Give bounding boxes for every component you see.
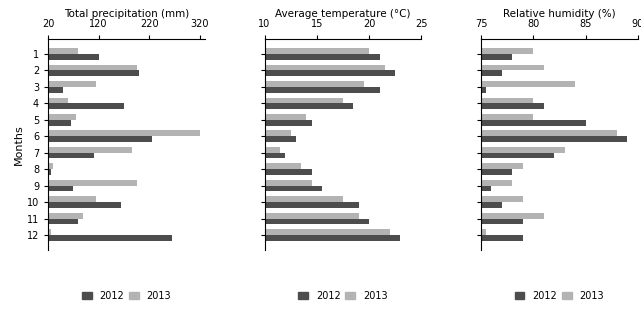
Bar (48, 196, 96, 202)
Bar (48, 120, 71, 126)
Bar (265, 147, 280, 153)
Bar (481, 202, 502, 208)
Bar (265, 169, 312, 175)
Bar (265, 70, 395, 76)
Legend: 2012, 2013: 2012, 2013 (78, 287, 175, 305)
Bar (265, 219, 369, 224)
Bar (48, 81, 96, 87)
Bar (481, 98, 533, 103)
Bar (48, 87, 63, 92)
Bar (481, 70, 502, 76)
Bar (265, 136, 296, 142)
Bar (48, 130, 200, 136)
Bar (265, 186, 322, 191)
Bar (48, 180, 137, 186)
Bar (481, 196, 523, 202)
Bar (481, 186, 492, 191)
X-axis label: Total precipitation (mm): Total precipitation (mm) (64, 9, 189, 19)
Bar (481, 169, 512, 175)
Bar (265, 229, 390, 235)
Bar (265, 81, 364, 87)
Bar (265, 120, 312, 126)
Bar (481, 180, 512, 186)
Bar (48, 65, 137, 70)
X-axis label: Relative humidity (%): Relative humidity (%) (503, 9, 616, 19)
Bar (48, 153, 94, 159)
Bar (48, 70, 139, 76)
Bar (481, 235, 523, 241)
Bar (48, 186, 73, 191)
Bar (481, 81, 575, 87)
Bar (481, 103, 544, 109)
Bar (48, 98, 69, 103)
Bar (265, 98, 343, 103)
Bar (265, 65, 385, 70)
Bar (265, 235, 401, 241)
Bar (481, 120, 585, 126)
Bar (481, 65, 544, 70)
Bar (265, 202, 358, 208)
Bar (48, 229, 51, 235)
Legend: 2012, 2013: 2012, 2013 (294, 287, 392, 305)
Bar (481, 219, 523, 224)
Bar (48, 219, 78, 224)
Bar (481, 114, 533, 120)
Bar (48, 169, 51, 175)
Bar (481, 54, 512, 60)
Bar (265, 114, 306, 120)
Y-axis label: Months: Months (14, 124, 24, 165)
Bar (481, 87, 486, 92)
Bar (265, 163, 301, 169)
Bar (481, 153, 554, 159)
Bar (48, 147, 131, 153)
Bar (265, 48, 369, 54)
Bar (48, 103, 124, 109)
Bar (481, 130, 617, 136)
Bar (48, 213, 83, 219)
Bar (265, 103, 353, 109)
Legend: 2012, 2013: 2012, 2013 (511, 287, 608, 305)
Bar (481, 163, 523, 169)
Bar (48, 163, 53, 169)
Bar (481, 136, 628, 142)
Bar (481, 213, 544, 219)
Bar (48, 235, 172, 241)
Bar (481, 48, 533, 54)
Bar (265, 180, 312, 186)
Bar (481, 229, 486, 235)
Bar (265, 87, 379, 92)
Bar (48, 54, 99, 60)
Bar (265, 213, 358, 219)
Bar (265, 196, 343, 202)
Bar (48, 136, 152, 142)
Bar (265, 130, 290, 136)
Bar (481, 147, 565, 153)
Bar (265, 54, 379, 60)
X-axis label: Average temperature (°C): Average temperature (°C) (275, 9, 411, 19)
Bar (265, 153, 285, 159)
Bar (48, 202, 121, 208)
Bar (48, 114, 76, 120)
Bar (48, 48, 78, 54)
